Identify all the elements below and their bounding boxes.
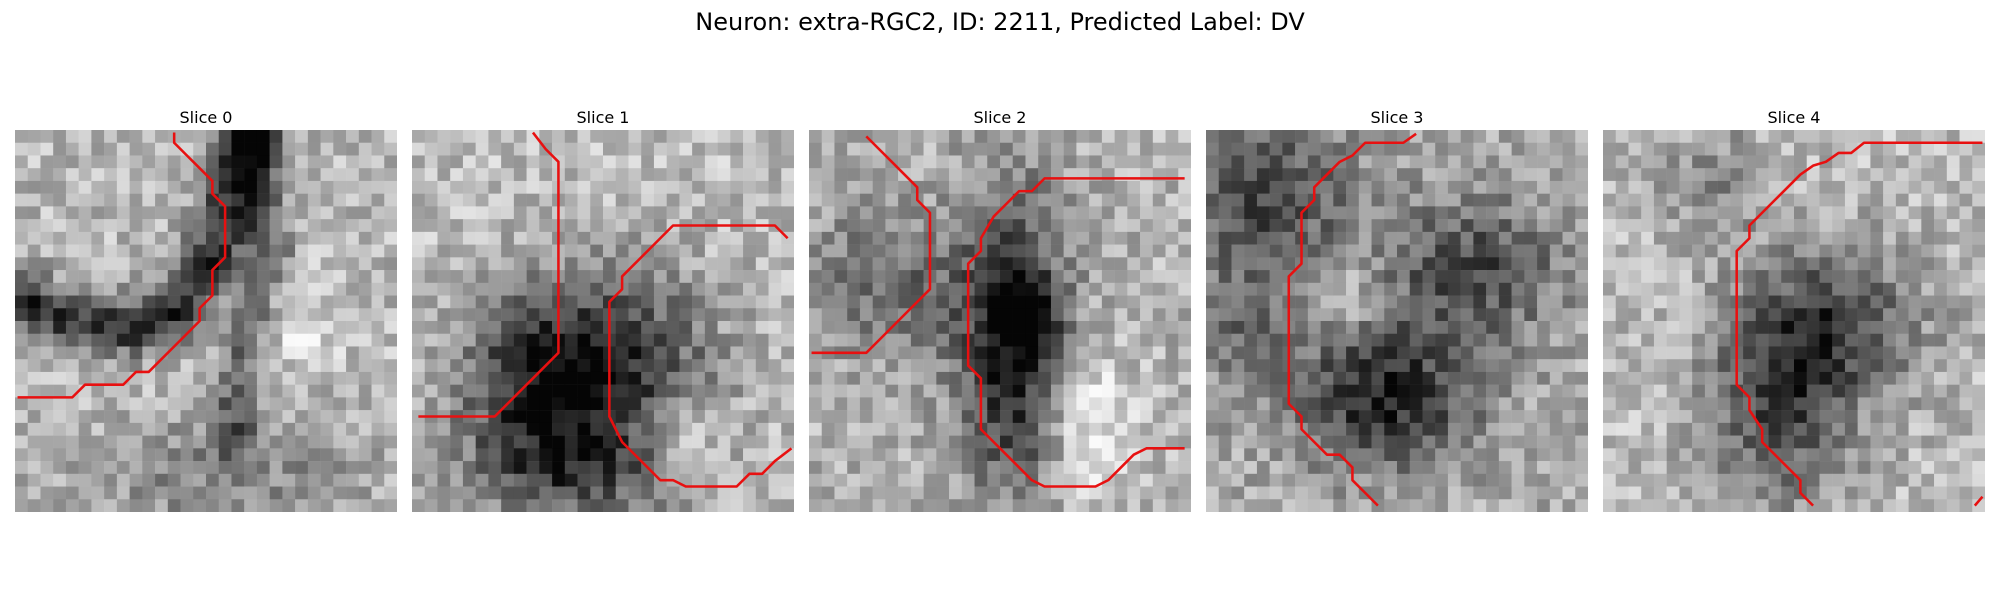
slice-title: Slice 2 xyxy=(973,108,1027,127)
segmentation-contour xyxy=(1973,495,1984,507)
slice-image xyxy=(809,130,1191,512)
slice-image xyxy=(1603,130,1985,512)
slice-panel-0: Slice 0 xyxy=(15,108,397,512)
figure-title: Neuron: extra-RGC2, ID: 2211, Predicted … xyxy=(695,8,1305,36)
segmentation-contour xyxy=(966,177,1185,488)
segmentation-contour xyxy=(608,224,793,488)
slice-title: Slice 1 xyxy=(576,108,630,127)
slice-title: Slice 0 xyxy=(179,108,233,127)
micrograph-pixels xyxy=(809,130,1191,512)
slice-image xyxy=(412,130,794,512)
segmentation-contour xyxy=(1735,141,1983,507)
segmentation-contour xyxy=(418,131,560,418)
segmentation-contour xyxy=(1287,132,1417,507)
slice-title: Slice 4 xyxy=(1767,108,1821,127)
segmentation-contour xyxy=(811,135,932,355)
micrograph-pixels xyxy=(412,130,794,512)
slice-panel-4: Slice 4 xyxy=(1603,108,1985,512)
micrograph-pixels xyxy=(1206,130,1588,512)
segmentation-contour xyxy=(17,132,227,399)
slice-panel-1: Slice 1 xyxy=(412,108,794,512)
slice-title: Slice 3 xyxy=(1370,108,1424,127)
slice-panel-3: Slice 3 xyxy=(1206,108,1588,512)
micrograph-pixels xyxy=(1603,130,1985,512)
slice-image xyxy=(15,130,397,512)
slice-image xyxy=(1206,130,1588,512)
slice-panel-2: Slice 2 xyxy=(809,108,1191,512)
micrograph-pixels xyxy=(15,130,397,512)
